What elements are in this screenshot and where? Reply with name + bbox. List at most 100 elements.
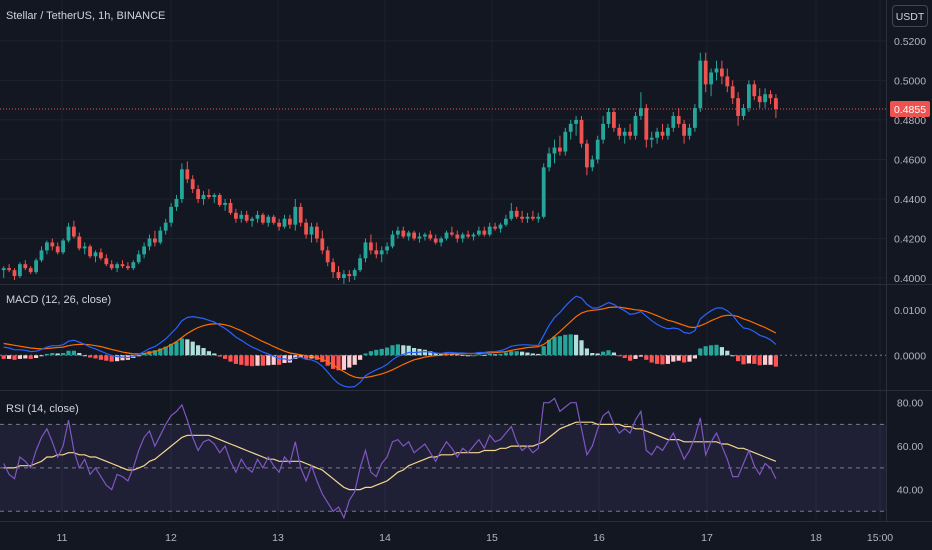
candle-body [309,226,314,235]
rsi-label[interactable]: RSI (14, close) [6,403,79,415]
macd-histogram-bar [660,355,665,365]
macd-histogram-bar [206,351,211,356]
candle-body [45,242,49,251]
candle-body [223,202,227,205]
candle-body [131,262,136,269]
candle-body [676,115,681,124]
rsi-tick-label: 80.00 [897,398,923,410]
candle-body [455,234,460,239]
candle-body [28,268,33,273]
macd-histogram-bar [368,351,373,356]
candle-body [99,252,103,259]
macd-histogram-bar [422,349,427,356]
candle-body [682,123,686,136]
candle-body [730,86,735,99]
candle-body [153,238,157,243]
macd-histogram-bar [552,336,557,356]
candle-body [66,226,71,241]
macd-histogram-bar [741,355,746,365]
candle-body [374,250,379,255]
macd-histogram-bar [17,355,22,359]
currency-button[interactable]: USDT [892,5,928,27]
candle-body [509,210,514,219]
candle-body [315,226,319,239]
macd-label[interactable]: MACD (12, 26, close) [6,294,111,306]
candle-body [342,274,346,279]
macd-histogram-bar [714,344,719,356]
macd-histogram-bar [179,338,184,356]
candle-body [563,131,568,152]
chart-title[interactable]: Stellar / TetherUS, 1h, BINANCE [6,10,165,22]
macd-histogram-bar [665,355,670,364]
macd-histogram-bar [115,355,120,362]
macd-histogram-bar [82,355,87,357]
macd-histogram-bar [77,353,82,356]
candle-body [601,123,605,140]
macd-signal-line [3,306,777,379]
macd-histogram-bar [471,355,476,357]
macd-histogram-bar [460,354,465,356]
candle-body [18,264,22,277]
time-axis-ticks: 11 12 13 14 15 16 17 18 15:00 [57,532,894,544]
candle-body [752,84,757,97]
candle-body [547,153,551,168]
macd-histogram-bar [12,355,17,360]
macd-histogram-bar [584,348,589,356]
macd-histogram-bar [752,355,757,364]
candle-body [763,94,767,103]
candle-body [460,234,465,239]
candle-body [115,264,119,269]
candle-body [255,214,260,219]
candle-body [644,108,649,140]
macd-histogram-bar [736,355,741,362]
candle-body [536,216,541,219]
candle-body [450,232,454,235]
candle-body [396,230,400,235]
rsi-axis-ticks: 80.00 60.00 40.00 [897,398,923,497]
candle-body [725,76,730,87]
macd-histogram-bar [466,355,471,357]
macd-histogram-bar [514,351,519,356]
candle-body [7,268,11,271]
candle-body [558,147,562,152]
candle-body [520,216,524,219]
candle-body [720,68,724,77]
macd-histogram-bar [520,351,525,356]
candle-body [639,108,643,116]
candle-body [352,270,357,277]
macd-histogram-bar [147,351,152,356]
candle-body [703,60,708,85]
candle-body [12,270,17,277]
macd-histogram-bar [374,349,379,356]
time-tick-label: 11 [57,532,68,544]
candle-body [304,222,308,235]
macd-histogram-bar [250,355,255,367]
macd-histogram [1,334,778,371]
macd-histogram-bar [633,355,638,359]
macd-histogram-bar [44,353,49,356]
macd-histogram-bar [104,355,109,361]
macd-histogram-bar [233,355,238,364]
macd-histogram-bar [671,355,676,362]
candle-body [439,238,443,243]
candle-body [23,264,28,269]
candle-body [406,232,411,237]
candle-body [514,210,519,217]
macd-histogram-bar [541,346,546,356]
macd-histogram-bar [98,355,103,360]
candle-body [174,198,179,207]
macd-histogram-bar [255,355,260,366]
macd-histogram-bar [649,355,654,363]
candle-body [628,131,632,136]
candle-body [72,226,76,237]
macd-axis-ticks: 0.0100 0.0000 [894,305,926,362]
candle-body [147,238,152,247]
rsi-line [3,397,777,520]
macd-histogram-bar [50,353,55,356]
candle-body [277,222,281,227]
macd-histogram-bar [163,346,168,356]
candle-body [363,242,368,259]
macd-histogram-bar [190,341,195,356]
macd-histogram-bar [201,348,206,356]
